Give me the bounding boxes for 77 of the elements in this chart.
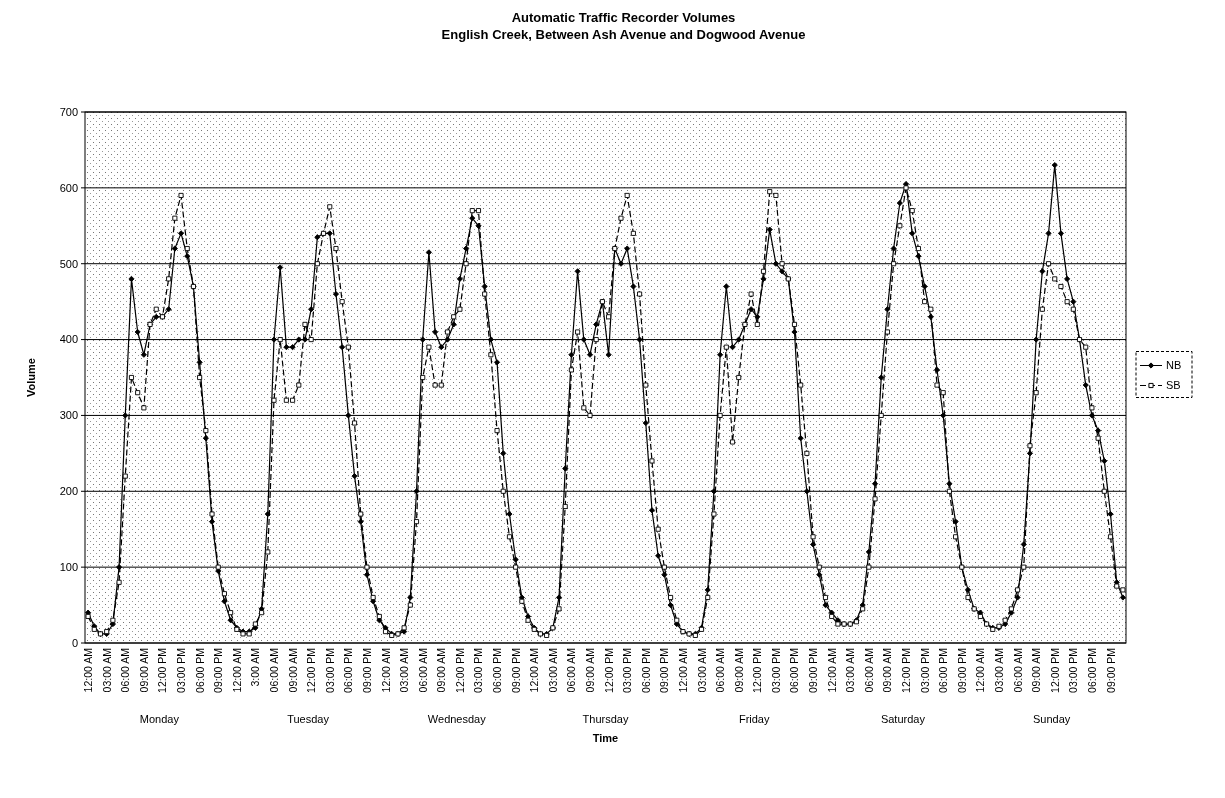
- x-tick-label: 12:00 PM: [751, 648, 764, 693]
- text: Sunday: [1032, 713, 1071, 725]
- y-tick-label: 500: [59, 257, 78, 270]
- x-tick-label: 09:00 AM: [137, 648, 150, 693]
- x-tick-label: 06:00 PM: [1085, 648, 1098, 693]
- x-tick-label: 03:00 AM: [695, 648, 708, 693]
- x-tick-label: 06:00 AM: [416, 648, 429, 693]
- x-tick-label: 06:00 PM: [342, 648, 355, 693]
- x-tick-label: 09:00 AM: [732, 648, 745, 693]
- x-tick-label: 06:00 AM: [714, 648, 727, 693]
- x-tick-label: 03:00 AM: [844, 648, 857, 693]
- x-tick-label: 09:00 AM: [435, 648, 448, 693]
- x-tick-label: 12:00 AM: [974, 648, 987, 693]
- x-tick-label: 09:00 PM: [509, 648, 522, 693]
- x-tick-label: 09:00 PM: [807, 648, 820, 693]
- x-tick-label: 03:00 AM: [992, 648, 1005, 693]
- x-tick-label: 12:00 PM: [156, 648, 169, 693]
- x-tick-label: 06:00 AM: [862, 648, 875, 693]
- x-axis-title: Time: [592, 732, 619, 744]
- text: Monday: [139, 713, 180, 725]
- y-tick-label: 100: [59, 560, 78, 573]
- x-tick-label: 09:00 PM: [1104, 648, 1117, 693]
- x-tick-label: 3:00 AM: [249, 648, 262, 687]
- x-tick-label: 09:00 PM: [212, 648, 225, 693]
- x-tick-label: 03:00 PM: [769, 648, 782, 693]
- chart-subtitle: English Creek, Between Ash Avenue and Dogwood Avenue: [441, 27, 806, 42]
- x-tick-label: 12:00 AM: [82, 648, 95, 693]
- x-tick-label: 06:00 PM: [491, 648, 504, 693]
- x-tick-label: 09:00 AM: [1030, 648, 1043, 693]
- x-tick-label: 09:00 AM: [584, 648, 597, 693]
- text: Friday: [738, 713, 770, 725]
- x-tick-label: 06:00 PM: [193, 648, 206, 693]
- x-tick-label: 03:00 AM: [100, 648, 113, 693]
- y-axis-title: Volume: [25, 358, 37, 397]
- x-tick-label: 03:00 PM: [323, 648, 336, 693]
- x-tick-label: 03:00 PM: [918, 648, 931, 693]
- legend-label: SB: [1166, 379, 1181, 392]
- x-tick-label: 06:00 PM: [788, 648, 801, 693]
- x-tick-label: 03:00 PM: [175, 648, 188, 693]
- y-tick-label: 0: [71, 636, 78, 649]
- text: Saturday: [880, 713, 926, 725]
- x-tick-label: 12:00 PM: [602, 648, 615, 693]
- y-tick-label: 200: [59, 485, 78, 498]
- x-tick-label: 12:00 PM: [900, 648, 913, 693]
- text: Wednesday: [427, 713, 487, 725]
- y-tick-label: 700: [59, 105, 78, 118]
- x-tick-label: 06:00 AM: [119, 648, 132, 693]
- x-tick-label: 06:00 AM: [1011, 648, 1024, 693]
- x-tick-label: 03:00 AM: [546, 648, 559, 693]
- x-tick-label: 12:00 AM: [528, 648, 541, 693]
- x-tick-label: 09:00 PM: [360, 648, 373, 693]
- x-tick-label: 09:00 PM: [658, 648, 671, 693]
- x-tick-label: 03:00 PM: [621, 648, 634, 693]
- y-tick-label: 400: [59, 333, 78, 346]
- x-tick-label: 12:00 PM: [453, 648, 466, 693]
- x-tick-label: 12:00 PM: [1048, 648, 1061, 693]
- x-tick-label: 06:00 PM: [639, 648, 652, 693]
- chart-title: Automatic Traffic Recorder Volumes: [511, 10, 736, 25]
- x-tick-label: 09:00 AM: [881, 648, 894, 693]
- y-tick-label: 300: [59, 409, 78, 422]
- x-tick-label: 12:00 PM: [305, 648, 318, 693]
- x-tick-label: 06:00 AM: [267, 648, 280, 693]
- y-tick-label: 600: [59, 181, 78, 194]
- x-tick-label: 09:00 PM: [955, 648, 968, 693]
- x-tick-label: 03:00 PM: [472, 648, 485, 693]
- x-tick-label: 03:00 AM: [398, 648, 411, 693]
- x-tick-label: 09:00 AM: [286, 648, 299, 693]
- text: Tuesday: [287, 713, 330, 725]
- x-tick-label: 06:00 AM: [565, 648, 578, 693]
- x-tick-label: 03:00 PM: [1067, 648, 1080, 693]
- x-tick-label: 12:00 AM: [676, 648, 689, 693]
- x-tick-label: 12:00 AM: [379, 648, 392, 693]
- x-tick-label: 06:00 PM: [937, 648, 950, 693]
- x-tick-label: 12:00 AM: [825, 648, 838, 693]
- legend-label: NB: [1166, 359, 1182, 372]
- x-tick-label: 12:00 AM: [230, 648, 243, 693]
- text: Thursday: [582, 713, 629, 725]
